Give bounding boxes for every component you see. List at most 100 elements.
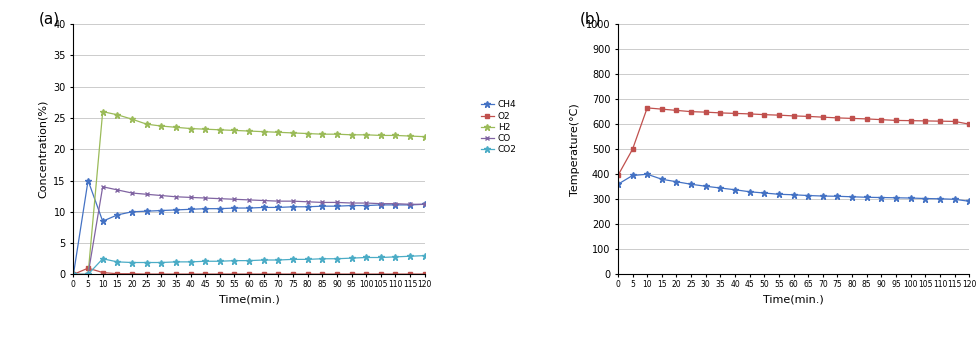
gas temp. [948, 197, 959, 201]
CH4 [200, 206, 211, 211]
catal. temp [743, 112, 755, 116]
CO2 [345, 256, 357, 260]
catal. temp [918, 119, 930, 123]
CH4 [126, 210, 138, 214]
O2 [185, 272, 197, 276]
CO2 [389, 255, 401, 259]
CO [228, 197, 240, 201]
Legend: CH4, O2, H2, CO, CO2: CH4, O2, H2, CO, CO2 [478, 99, 518, 156]
H2 [111, 113, 123, 117]
CH4 [257, 205, 269, 210]
gas temp. [816, 194, 827, 198]
CH4 [243, 206, 254, 210]
H2 [287, 131, 298, 135]
CO2 [301, 257, 313, 261]
CO [301, 200, 313, 204]
O2 [228, 272, 240, 276]
CH4 [316, 204, 328, 208]
CO [360, 201, 372, 205]
CO2 [126, 260, 138, 264]
CO [97, 185, 109, 189]
H2 [345, 133, 357, 137]
CO [287, 199, 298, 203]
catal. temp [729, 111, 740, 116]
O2 [389, 272, 401, 276]
H2 [272, 130, 284, 134]
gas temp. [933, 197, 945, 201]
CO [331, 200, 342, 204]
H2 [257, 130, 269, 134]
catal. temp [933, 119, 945, 123]
CO2 [97, 257, 109, 261]
O2 [272, 272, 284, 276]
gas temp. [845, 195, 857, 199]
catal. temp [962, 122, 974, 126]
H2 [82, 272, 94, 276]
CO [200, 196, 211, 200]
gas temp. [758, 191, 770, 195]
O2 [375, 272, 386, 276]
X-axis label: Time(min.): Time(min.) [218, 295, 279, 305]
catal. temp [626, 147, 638, 151]
gas temp. [641, 172, 652, 176]
CH4 [170, 208, 182, 212]
H2 [228, 128, 240, 132]
Y-axis label: Temperature(°C): Temperature(°C) [569, 103, 580, 196]
CO [389, 202, 401, 206]
CO [345, 201, 357, 205]
catal. temp [685, 109, 696, 114]
H2 [316, 132, 328, 136]
CH4 [141, 209, 153, 213]
CO [126, 191, 138, 195]
CH4 [214, 206, 226, 211]
CO [170, 195, 182, 199]
CO [243, 198, 254, 202]
Y-axis label: Concentration(%): Concentration(%) [38, 100, 48, 198]
H2 [419, 134, 430, 139]
CH4 [111, 213, 123, 217]
gas temp. [773, 192, 784, 196]
CO2 [67, 272, 79, 276]
catal. temp [699, 110, 711, 114]
catal. temp [816, 115, 827, 119]
CH4 [404, 203, 416, 207]
CO [185, 196, 197, 200]
O2 [111, 272, 123, 276]
O2 [257, 272, 269, 276]
CO2 [272, 258, 284, 262]
H2 [243, 129, 254, 133]
catal. temp [714, 111, 726, 115]
catal. temp [904, 119, 915, 123]
catal. temp [845, 116, 857, 120]
CH4 [389, 203, 401, 207]
Line: CO: CO [71, 184, 426, 277]
CH4 [228, 206, 240, 210]
catal. temp [758, 113, 770, 117]
H2 [301, 131, 313, 135]
catal. temp [802, 114, 814, 118]
CO [141, 192, 153, 196]
Line: H2: H2 [70, 108, 427, 277]
CO2 [156, 260, 167, 264]
CO2 [404, 254, 416, 258]
CO [257, 199, 269, 203]
gas temp. [904, 196, 915, 200]
O2 [316, 272, 328, 276]
CO [214, 197, 226, 201]
CH4 [345, 203, 357, 208]
gas temp. [670, 180, 682, 184]
O2 [243, 272, 254, 276]
CH4 [272, 205, 284, 210]
CH4 [97, 219, 109, 223]
CH4 [287, 205, 298, 209]
gas temp. [655, 177, 667, 181]
O2 [345, 272, 357, 276]
CH4 [67, 272, 79, 276]
CH4 [156, 209, 167, 213]
H2 [331, 132, 342, 136]
H2 [185, 127, 197, 131]
gas temp. [685, 182, 696, 186]
Line: CO2: CO2 [70, 252, 427, 277]
gas temp. [626, 174, 638, 178]
CO [404, 202, 416, 206]
